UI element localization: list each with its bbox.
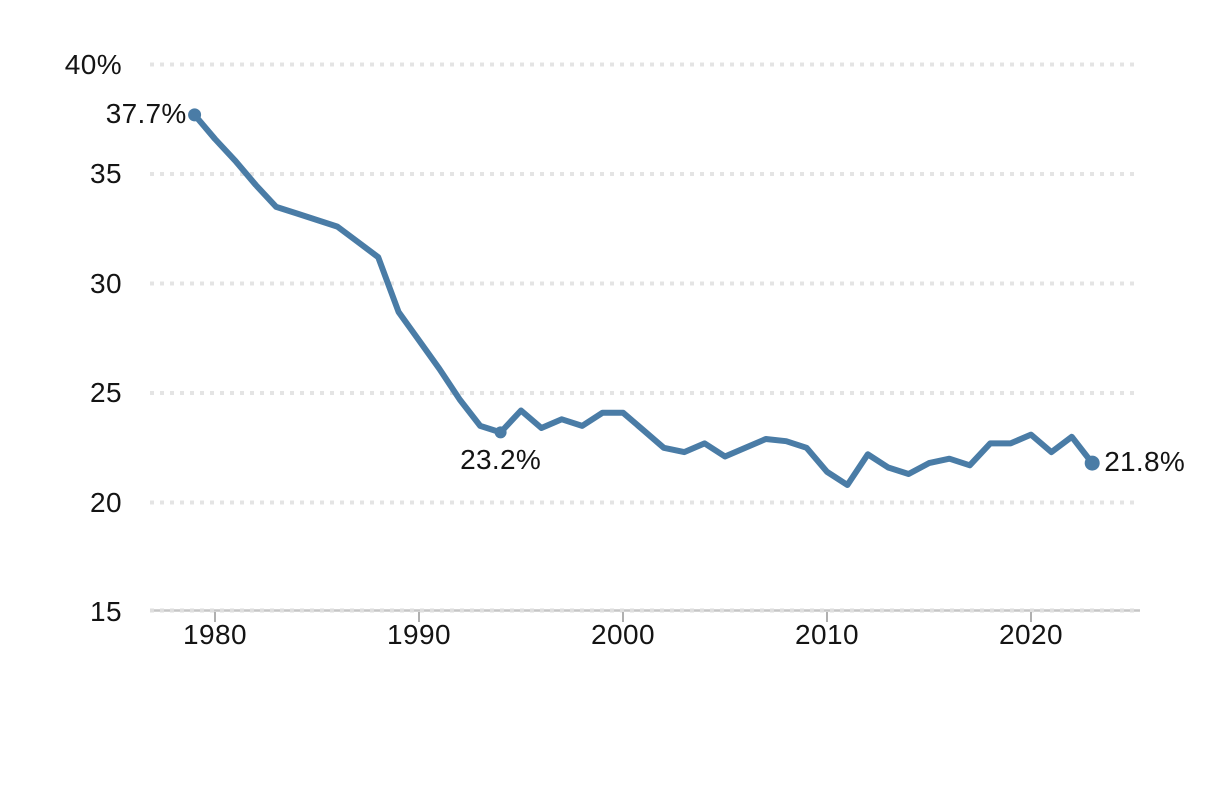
x-axis-label-2000: 2000 xyxy=(591,619,655,650)
x-axis-label-1990: 1990 xyxy=(387,619,451,650)
trend-line xyxy=(191,111,1096,488)
x-axis-label-1980: 1980 xyxy=(183,619,247,650)
x-axis-label-2010: 2010 xyxy=(795,619,859,650)
data-point-1979 xyxy=(188,108,202,122)
y-axis-label-40: 40% xyxy=(64,48,122,80)
y-axis-label-30: 30 xyxy=(90,267,122,299)
y-axis-label-25: 25 xyxy=(90,377,122,408)
y-axis-label-35: 35 xyxy=(90,158,122,189)
y-axis-label-20: 20 xyxy=(90,486,122,518)
x-axis xyxy=(150,608,1140,622)
annotation-1979: 37.7% xyxy=(105,97,187,129)
x-axis-label-2020: 2020 xyxy=(999,619,1063,650)
annotation-2023: 21.8% xyxy=(1104,446,1186,478)
point-markers xyxy=(188,108,1100,471)
data-point-2023 xyxy=(1084,455,1100,471)
annotation-1994: 23.2% xyxy=(460,444,542,476)
y-axis-label-15: 15 xyxy=(90,596,122,627)
data-point-1994 xyxy=(494,426,507,439)
gridlines xyxy=(150,62,1140,505)
series xyxy=(191,111,1096,488)
